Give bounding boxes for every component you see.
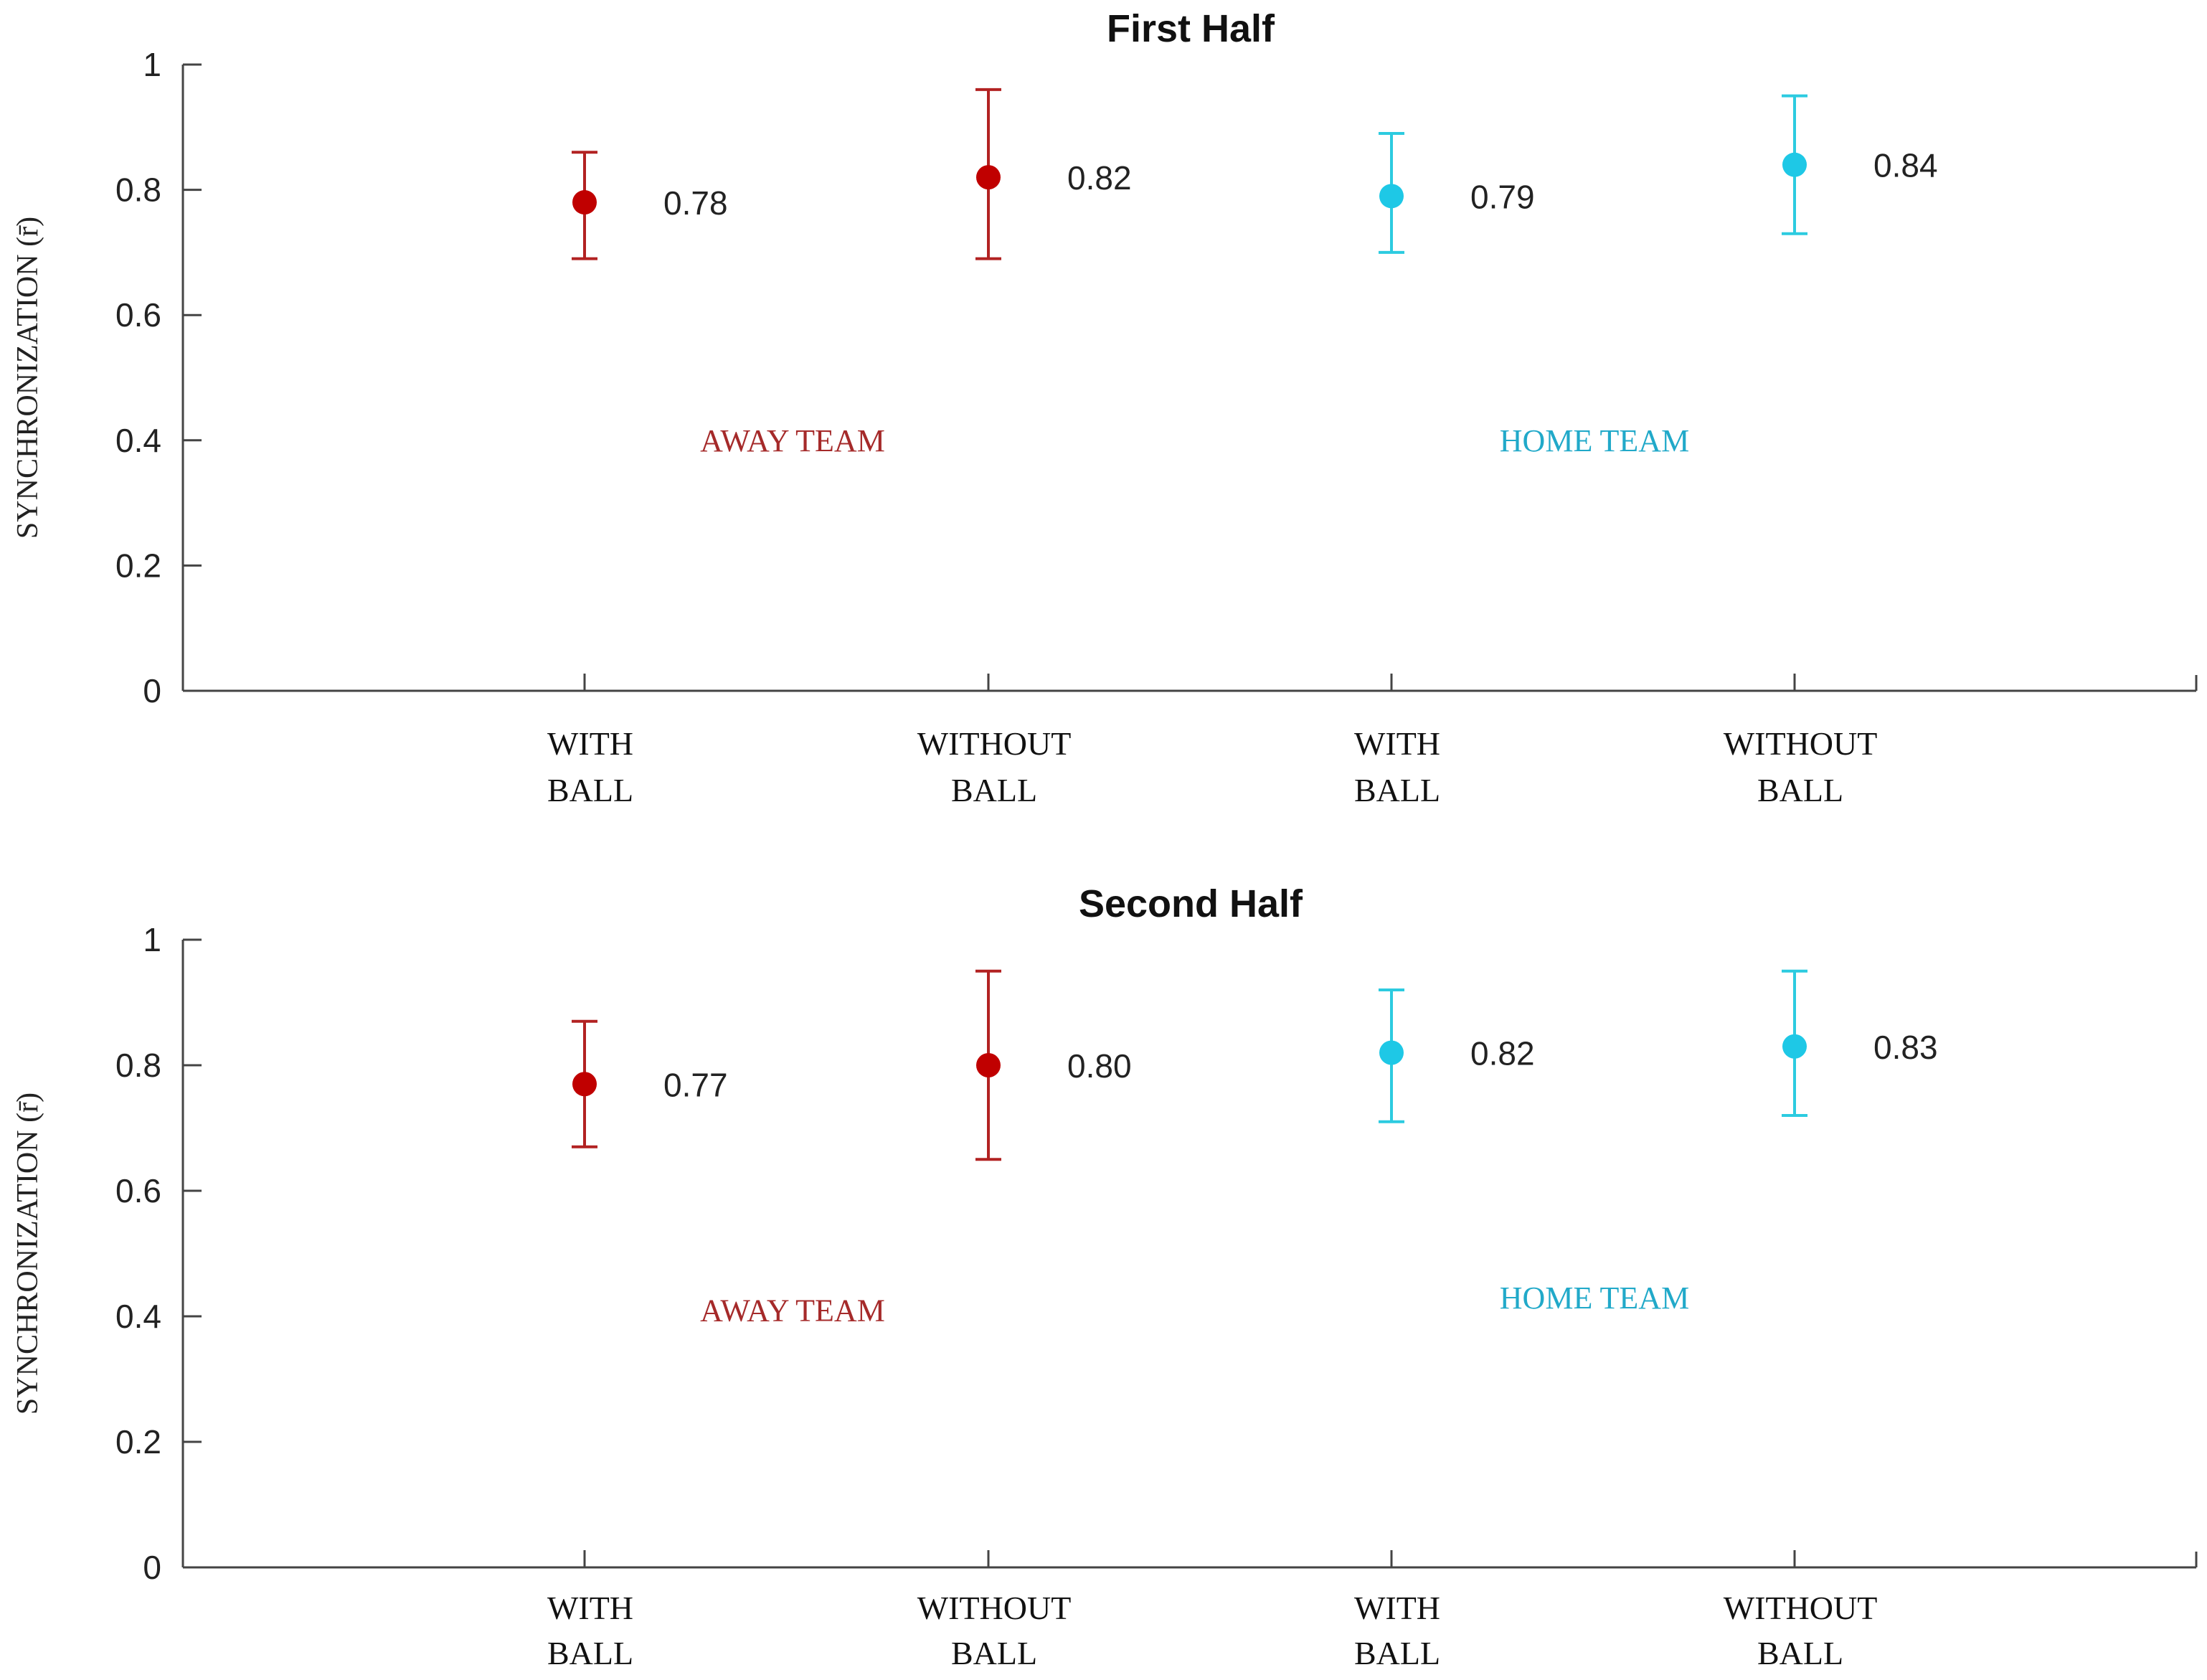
x-category-label-line1: WITHOUT <box>917 725 1072 762</box>
y-tick-label: 0 <box>143 672 161 709</box>
y-tick-label: 1 <box>143 46 161 83</box>
y-tick-label: 0.2 <box>115 547 161 584</box>
data-point-marker <box>1379 1040 1404 1065</box>
x-category-label-line2: BALL <box>1757 1635 1843 1671</box>
home-team-label: HOME TEAM <box>1500 423 1689 458</box>
chart-title: First Half <box>1107 7 1275 50</box>
data-point-marker <box>976 1053 1001 1077</box>
data-value-label: 0.77 <box>663 1066 728 1103</box>
data-value-label: 0.82 <box>1067 159 1132 197</box>
y-tick-label: 1 <box>143 921 161 958</box>
data-value-label: 0.83 <box>1873 1029 1938 1066</box>
x-category-label-line1: WITH <box>547 1590 633 1626</box>
home-team-label: HOME TEAM <box>1500 1280 1689 1316</box>
x-category-label-line2: BALL <box>951 772 1037 808</box>
y-tick-label: 0.4 <box>115 422 161 459</box>
x-category-label-line2: BALL <box>547 772 633 808</box>
y-tick-label: 0.4 <box>115 1298 161 1335</box>
x-category-label-line2: BALL <box>1757 772 1843 808</box>
away-team-label: AWAY TEAM <box>700 423 885 458</box>
x-category-label-line2: BALL <box>547 1635 633 1671</box>
data-value-label: 0.78 <box>663 184 728 222</box>
y-axis-label: SYNCHRONIZATION (r̄) <box>11 217 44 539</box>
data-point-marker <box>572 190 597 215</box>
data-value-label: 0.84 <box>1873 147 1938 184</box>
x-category-label-line1: WITHOUT <box>917 1590 1072 1626</box>
data-value-label: 0.80 <box>1067 1047 1132 1085</box>
data-value-label: 0.82 <box>1470 1035 1535 1072</box>
x-category-label-line1: WITH <box>547 725 633 762</box>
y-tick-label: 0.2 <box>115 1423 161 1460</box>
x-category-label-line2: BALL <box>1354 772 1440 808</box>
y-tick-label: 0.8 <box>115 1047 161 1084</box>
x-category-label-line1: WITHOUT <box>1724 1590 1878 1626</box>
y-axis-label: SYNCHRONIZATION (r̄) <box>11 1093 44 1415</box>
data-value-label: 0.79 <box>1470 178 1535 215</box>
data-point-marker <box>976 165 1001 190</box>
y-tick-label: 0.6 <box>115 296 161 334</box>
away-team-label: AWAY TEAM <box>700 1293 885 1328</box>
data-point-marker <box>1782 1034 1807 1059</box>
x-category-label-line1: WITH <box>1354 1590 1440 1626</box>
x-category-label-line1: WITHOUT <box>1724 725 1878 762</box>
chart-panel-first-half: First Half SYNCHRONIZATION (r̄) 0 0.2 0.4 0.6… <box>11 7 2198 808</box>
data-point-marker <box>1379 184 1404 209</box>
chart-title: Second Half <box>1079 882 1303 925</box>
y-tick-label: 0.6 <box>115 1172 161 1209</box>
x-category-label-line2: BALL <box>1354 1635 1440 1671</box>
y-tick-label: 0 <box>143 1549 161 1586</box>
chart-panel-second-half: Second Half SYNCHRONIZATION (r̄) 0 0.2 0.4 0.… <box>11 882 2198 1671</box>
data-point-marker <box>572 1072 597 1097</box>
x-category-label-line1: WITH <box>1354 725 1440 762</box>
x-category-label-line2: BALL <box>951 1635 1037 1671</box>
data-point-marker <box>1782 152 1807 177</box>
y-tick-label: 0.8 <box>115 171 161 209</box>
